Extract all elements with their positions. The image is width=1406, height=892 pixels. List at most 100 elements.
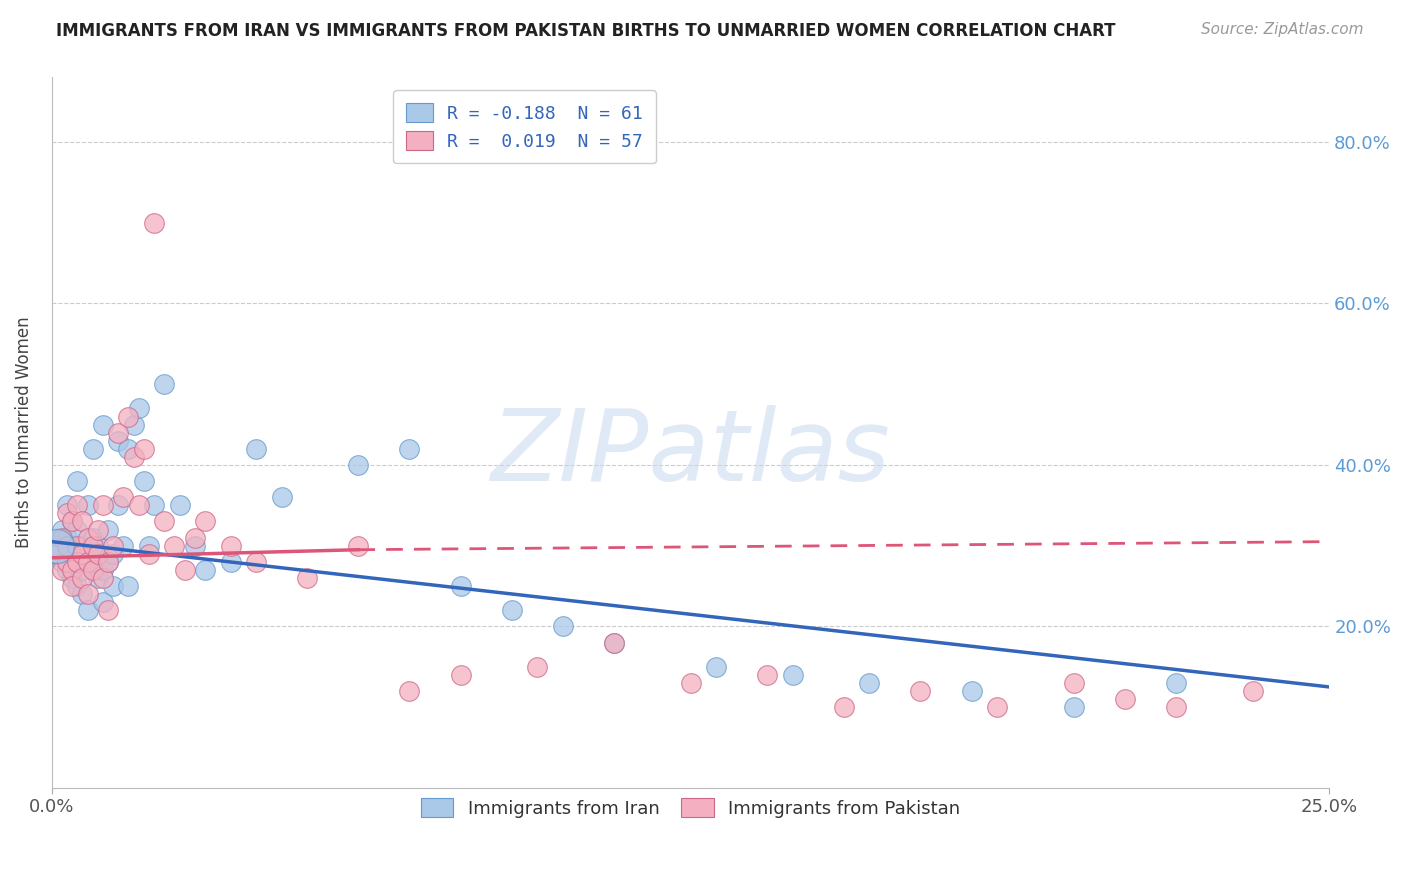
Point: [56, 507, 79, 521]
Point: [51, 555, 73, 569]
Point: [101, 579, 124, 593]
Point: [97, 603, 120, 617]
Point: [219, 539, 242, 553]
Point: [87, 547, 110, 561]
Point: [45, 539, 67, 553]
Point: [245, 442, 267, 456]
Point: [72, 539, 94, 553]
Point: [72, 587, 94, 601]
Point: [76, 603, 98, 617]
Point: [60, 579, 83, 593]
Point: [97, 555, 120, 569]
Point: [173, 563, 195, 577]
Point: [858, 676, 880, 690]
Point: [91, 498, 114, 512]
Point: [51, 523, 73, 537]
Point: [1063, 700, 1085, 714]
Point: [679, 676, 702, 690]
Point: [450, 668, 472, 682]
Point: [76, 531, 98, 545]
Point: [117, 442, 139, 456]
Point: [87, 523, 110, 537]
Point: [97, 555, 120, 569]
Point: [169, 498, 191, 512]
Point: [97, 523, 120, 537]
Point: [132, 474, 155, 488]
Point: [526, 659, 548, 673]
Point: [194, 563, 217, 577]
Point: [66, 579, 89, 593]
Point: [51, 563, 73, 577]
Text: Source: ZipAtlas.com: Source: ZipAtlas.com: [1201, 22, 1364, 37]
Point: [153, 515, 176, 529]
Point: [1164, 700, 1187, 714]
Point: [194, 515, 217, 529]
Y-axis label: Births to Unmarried Women: Births to Unmarried Women: [15, 317, 32, 549]
Point: [1114, 692, 1136, 706]
Point: [128, 498, 150, 512]
Point: [112, 539, 135, 553]
Point: [66, 547, 89, 561]
Point: [66, 474, 89, 488]
Point: [82, 563, 104, 577]
Point: [60, 571, 83, 585]
Legend: Immigrants from Iran, Immigrants from Pakistan: Immigrants from Iran, Immigrants from Pa…: [413, 791, 967, 825]
Point: [347, 458, 370, 472]
Point: [66, 498, 89, 512]
Point: [910, 684, 932, 698]
Point: [450, 579, 472, 593]
Point: [184, 539, 207, 553]
Point: [45, 547, 67, 561]
Point: [51, 531, 73, 545]
Point: [117, 409, 139, 424]
Point: [60, 539, 83, 553]
Point: [60, 555, 83, 569]
Point: [72, 547, 94, 561]
Point: [45, 539, 67, 553]
Point: [138, 547, 160, 561]
Point: [501, 603, 523, 617]
Point: [551, 619, 574, 633]
Point: [163, 539, 186, 553]
Point: [60, 515, 83, 529]
Point: [219, 555, 242, 569]
Point: [107, 498, 129, 512]
Point: [76, 547, 98, 561]
Point: [76, 498, 98, 512]
Point: [72, 563, 94, 577]
Point: [91, 563, 114, 577]
Point: [603, 635, 626, 649]
Point: [704, 659, 727, 673]
Point: [398, 684, 420, 698]
Point: [56, 555, 79, 569]
Point: [101, 539, 124, 553]
Point: [1241, 684, 1264, 698]
Point: [72, 571, 94, 585]
Point: [117, 579, 139, 593]
Point: [101, 547, 124, 561]
Point: [153, 377, 176, 392]
Point: [87, 571, 110, 585]
Point: [986, 700, 1008, 714]
Point: [297, 571, 319, 585]
Point: [82, 555, 104, 569]
Point: [184, 531, 207, 545]
Point: [76, 555, 98, 569]
Point: [132, 442, 155, 456]
Point: [756, 668, 779, 682]
Point: [72, 515, 94, 529]
Point: [56, 498, 79, 512]
Text: ZIPatlas: ZIPatlas: [491, 406, 890, 502]
Point: [91, 417, 114, 432]
Point: [398, 442, 420, 456]
Point: [66, 539, 89, 553]
Point: [112, 490, 135, 504]
Point: [82, 531, 104, 545]
Point: [270, 490, 292, 504]
Point: [1164, 676, 1187, 690]
Point: [82, 539, 104, 553]
Point: [245, 555, 267, 569]
Point: [56, 531, 79, 545]
Point: [82, 442, 104, 456]
Point: [1063, 676, 1085, 690]
